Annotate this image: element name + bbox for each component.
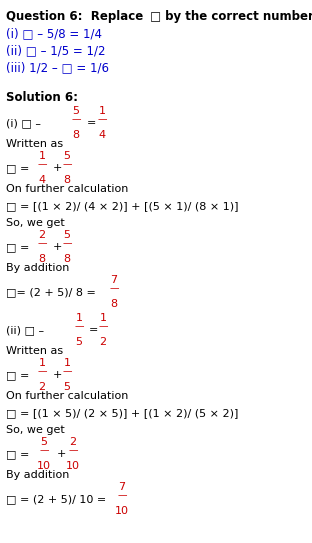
Text: —: — — [37, 368, 47, 376]
Text: □ = [(1 × 2)/ (4 × 2)] + [(5 × 1)/ (8 × 1)]: □ = [(1 × 2)/ (4 × 2)] + [(5 × 1)/ (8 × … — [6, 201, 238, 211]
Text: 2: 2 — [70, 437, 76, 447]
Text: Solution 6:: Solution 6: — [6, 91, 78, 104]
Text: 10: 10 — [66, 461, 80, 471]
Text: 5: 5 — [41, 437, 47, 447]
Text: □ =: □ = — [6, 242, 33, 252]
Text: 5: 5 — [64, 230, 71, 240]
Text: 10: 10 — [115, 506, 129, 516]
Text: □ = [(1 × 5)/ (2 × 5)] + [(1 × 2)/ (5 × 2)]: □ = [(1 × 5)/ (2 × 5)] + [(1 × 2)/ (5 × … — [6, 408, 238, 418]
Text: On further calculation: On further calculation — [6, 184, 128, 194]
Text: +: + — [53, 370, 62, 380]
Text: 8: 8 — [63, 175, 71, 185]
Text: So, we get: So, we get — [6, 425, 65, 435]
Text: —: — — [71, 116, 81, 124]
Text: by the correct number:: by the correct number: — [161, 10, 312, 23]
Text: 5: 5 — [72, 106, 80, 116]
Text: 5: 5 — [76, 337, 82, 347]
Text: So, we get: So, we get — [6, 218, 65, 228]
Text: —: — — [97, 116, 107, 124]
Text: (i) □ –: (i) □ – — [6, 118, 45, 128]
Text: Written as: Written as — [6, 139, 63, 149]
Text: 4: 4 — [38, 175, 46, 185]
Text: —: — — [98, 323, 108, 331]
Text: □ =: □ = — [6, 163, 33, 173]
Text: —: — — [74, 323, 84, 331]
Text: —: — — [62, 368, 72, 376]
Text: 10: 10 — [37, 461, 51, 471]
Text: 5: 5 — [64, 151, 71, 161]
Text: +: + — [53, 242, 62, 252]
Text: Written as: Written as — [6, 346, 63, 356]
Text: 1: 1 — [99, 106, 105, 116]
Text: 8: 8 — [110, 299, 118, 309]
Text: 1: 1 — [100, 313, 106, 323]
Text: By addition: By addition — [6, 470, 69, 480]
Text: 1: 1 — [76, 313, 82, 323]
Text: 2: 2 — [38, 230, 46, 240]
Text: +: + — [53, 163, 62, 173]
Text: —: — — [62, 161, 72, 169]
Text: (ii) □ –: (ii) □ – — [6, 325, 48, 335]
Text: 1: 1 — [64, 358, 71, 368]
Text: (ii) □ – 1/5 = 1/2: (ii) □ – 1/5 = 1/2 — [6, 44, 105, 57]
Text: □: □ — [150, 10, 161, 23]
Text: —: — — [37, 161, 47, 169]
Text: 7: 7 — [110, 275, 118, 285]
Text: =: = — [87, 118, 96, 128]
Text: +: + — [57, 449, 66, 459]
Text: 2: 2 — [100, 337, 107, 347]
Text: 8: 8 — [63, 254, 71, 264]
Text: 8: 8 — [72, 130, 80, 140]
Text: —: — — [117, 491, 127, 501]
Text: 1: 1 — [38, 358, 46, 368]
Text: (iii) 1/2 – □ = 1/6: (iii) 1/2 – □ = 1/6 — [6, 61, 109, 74]
Text: □ =: □ = — [6, 370, 33, 380]
Text: □ = (2 + 5)/ 10 =: □ = (2 + 5)/ 10 = — [6, 494, 110, 504]
Text: =: = — [89, 325, 98, 335]
Text: 1: 1 — [38, 151, 46, 161]
Text: (i) □ – 5/8 = 1/4: (i) □ – 5/8 = 1/4 — [6, 27, 102, 40]
Text: 8: 8 — [38, 254, 46, 264]
Text: On further calculation: On further calculation — [6, 391, 128, 401]
Text: 2: 2 — [38, 382, 46, 392]
Text: —: — — [68, 446, 78, 456]
Text: 4: 4 — [99, 130, 105, 140]
Text: —: — — [109, 285, 119, 294]
Text: —: — — [62, 239, 72, 249]
Text: —: — — [39, 446, 49, 456]
Text: By addition: By addition — [6, 263, 69, 273]
Text: □ =: □ = — [6, 449, 33, 459]
Text: □= (2 + 5)/ 8 =: □= (2 + 5)/ 8 = — [6, 287, 100, 297]
Text: —: — — [37, 239, 47, 249]
Text: 5: 5 — [64, 382, 71, 392]
Text: Question 6:  Replace: Question 6: Replace — [6, 10, 147, 23]
Text: 7: 7 — [119, 482, 125, 492]
